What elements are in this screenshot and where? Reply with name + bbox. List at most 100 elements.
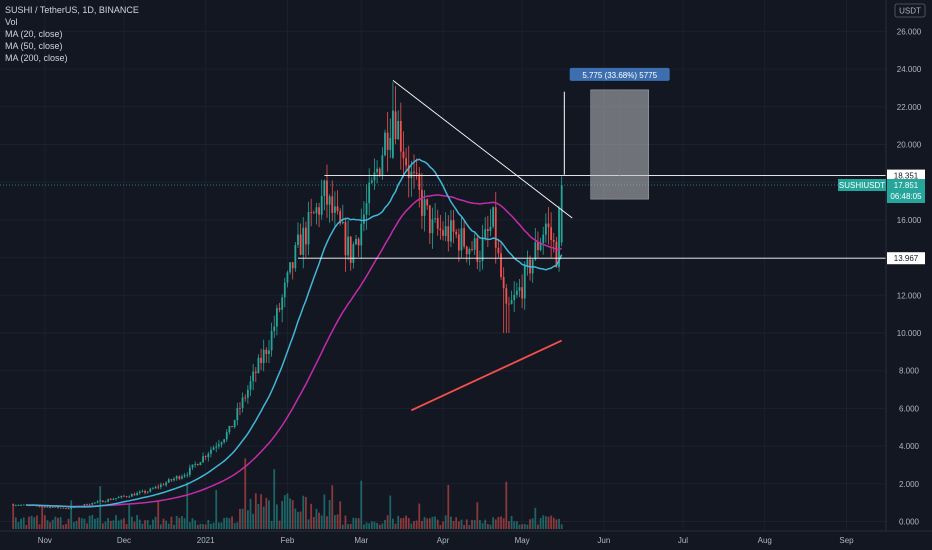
candle-body[interactable] <box>378 168 381 176</box>
candle-body[interactable] <box>223 439 226 443</box>
candle-body[interactable] <box>341 221 344 224</box>
candle-body[interactable] <box>175 476 178 479</box>
candle-body[interactable] <box>241 397 244 409</box>
candle-body[interactable] <box>539 243 542 251</box>
candle-body[interactable] <box>94 502 96 504</box>
candle-body[interactable] <box>399 120 402 152</box>
candle-body[interactable] <box>326 180 328 205</box>
candle-body[interactable] <box>228 426 231 433</box>
candle-body[interactable] <box>41 506 44 508</box>
candle-body[interactable] <box>146 491 149 493</box>
candle-body[interactable] <box>537 242 539 251</box>
candle-body[interactable] <box>128 496 131 498</box>
candle-body[interactable] <box>344 221 347 256</box>
candle-body[interactable] <box>54 506 57 508</box>
candle-body[interactable] <box>88 504 91 506</box>
legend-title[interactable]: SUSHI / TetherUS, 1D, BINANCE <box>5 5 139 15</box>
candle-body[interactable] <box>109 499 112 501</box>
candle-body[interactable] <box>515 290 518 295</box>
candle-body[interactable] <box>202 456 204 463</box>
candle-body[interactable] <box>17 505 20 507</box>
candle-body[interactable] <box>199 462 202 466</box>
candle-body[interactable] <box>523 265 526 299</box>
legend-ma20[interactable]: MA (20, close) <box>5 29 63 39</box>
candle-body[interactable] <box>159 484 162 488</box>
drawings[interactable]: 5.775 (33.68%) 5775 <box>0 67 886 259</box>
candle-body[interactable] <box>431 219 434 234</box>
candle-body[interactable] <box>220 442 223 445</box>
candle-body[interactable] <box>465 246 468 255</box>
candle-body[interactable] <box>115 498 117 500</box>
candle-body[interactable] <box>291 262 294 269</box>
candle-body[interactable] <box>428 205 431 234</box>
candle-body[interactable] <box>339 211 342 224</box>
candle-body[interactable] <box>268 350 270 355</box>
candle-body[interactable] <box>22 504 25 506</box>
candle-body[interactable] <box>492 207 495 227</box>
candle-body[interactable] <box>347 236 349 256</box>
candle-body[interactable] <box>43 506 46 508</box>
candle-body[interactable] <box>436 218 439 229</box>
candle-body[interactable] <box>299 234 302 255</box>
candle-body[interactable] <box>481 238 484 262</box>
candle-body[interactable] <box>550 227 553 240</box>
candle-body[interactable] <box>49 506 52 508</box>
candle-body[interactable] <box>25 504 28 506</box>
candle-body[interactable] <box>555 241 558 268</box>
candle-body[interactable] <box>14 505 17 507</box>
candle-body[interactable] <box>455 231 458 235</box>
candle-body[interactable] <box>418 173 421 190</box>
candle-body[interactable] <box>262 349 265 363</box>
candle-body[interactable] <box>141 490 144 492</box>
candle-body[interactable] <box>500 253 502 278</box>
legend-volume[interactable]: Vol <box>5 17 18 27</box>
candle-body[interactable] <box>381 155 384 176</box>
candle-body[interactable] <box>246 389 249 398</box>
candle-body[interactable] <box>318 207 320 215</box>
candle-body[interactable] <box>281 297 284 310</box>
candle-body[interactable] <box>365 203 368 215</box>
candle-body[interactable] <box>521 287 524 299</box>
candle-body[interactable] <box>333 206 336 213</box>
candle-body[interactable] <box>244 397 247 399</box>
time-axis[interactable]: Nov Dec 2021 Feb Mar Apr May Jun Jul Aug Sep <box>0 530 932 545</box>
candle-body[interactable] <box>170 479 173 481</box>
candle-body[interactable] <box>101 500 104 503</box>
candle-body[interactable] <box>392 110 394 158</box>
candle-body[interactable] <box>165 482 168 486</box>
legend-ma50[interactable]: MA (50, close) <box>5 41 63 51</box>
candle-body[interactable] <box>257 357 260 373</box>
candle-body[interactable] <box>357 238 360 246</box>
candle-body[interactable] <box>65 508 67 510</box>
candle-body[interactable] <box>394 111 397 140</box>
candle-body[interactable] <box>460 228 463 251</box>
candle-body[interactable] <box>355 238 357 245</box>
candle-body[interactable] <box>373 172 376 181</box>
candle-body[interactable] <box>463 228 466 247</box>
candle-body[interactable] <box>542 234 545 244</box>
measure-label[interactable]: 5.775 (33.68%) 5775 <box>569 67 670 81</box>
candle-body[interactable] <box>186 474 189 476</box>
candle-body[interactable] <box>494 207 497 248</box>
candle-body[interactable] <box>191 464 194 468</box>
candle-body[interactable] <box>204 456 207 458</box>
candle-body[interactable] <box>518 287 521 291</box>
candle-body[interactable] <box>212 447 215 450</box>
candle-body[interactable] <box>249 381 252 390</box>
candle-body[interactable] <box>120 495 123 498</box>
candle-body[interactable] <box>468 249 471 255</box>
candle-body[interactable] <box>12 504 15 506</box>
candle-body[interactable] <box>423 199 426 216</box>
candle-body[interactable] <box>273 326 276 332</box>
candle-body[interactable] <box>96 501 99 503</box>
candle-body[interactable] <box>152 488 154 490</box>
candle-body[interactable] <box>552 239 555 242</box>
candle-body[interactable] <box>133 494 136 496</box>
candle-body[interactable] <box>320 196 323 215</box>
candle-body[interactable] <box>275 308 278 327</box>
candle-body[interactable] <box>439 228 442 231</box>
candle-body[interactable] <box>72 507 75 508</box>
candle-body[interactable] <box>450 220 452 242</box>
candle-body[interactable] <box>434 218 437 220</box>
candle-body[interactable] <box>513 294 516 301</box>
